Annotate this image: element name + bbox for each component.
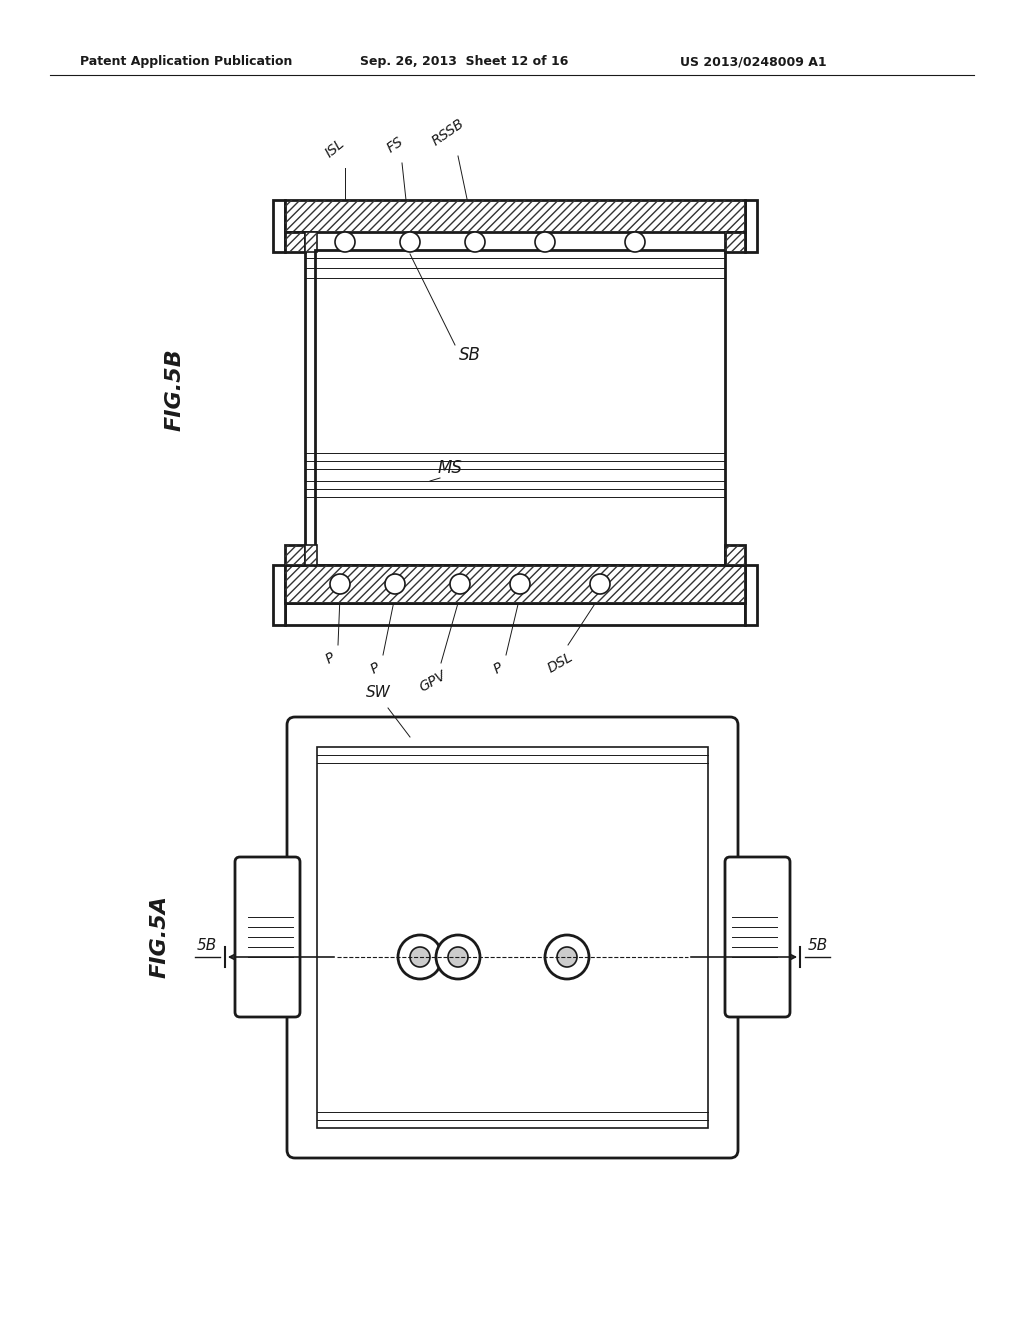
Bar <box>285 201 745 232</box>
Circle shape <box>535 232 555 252</box>
Bar <box>305 232 317 252</box>
Circle shape <box>436 935 480 979</box>
Bar <box>745 201 757 252</box>
Bar <box>725 545 745 565</box>
Circle shape <box>625 232 645 252</box>
Bar <box>305 249 725 565</box>
Bar <box>285 565 745 603</box>
Circle shape <box>557 946 577 968</box>
Text: RSSB: RSSB <box>429 116 467 148</box>
Bar <box>285 603 745 624</box>
Text: P: P <box>323 649 337 667</box>
Text: 5B: 5B <box>808 939 828 953</box>
Circle shape <box>335 232 355 252</box>
Circle shape <box>590 574 610 594</box>
Circle shape <box>510 574 530 594</box>
Bar <box>725 232 745 252</box>
Text: MS: MS <box>437 459 463 477</box>
Text: 5B: 5B <box>197 939 217 953</box>
Text: Sep. 26, 2013  Sheet 12 of 16: Sep. 26, 2013 Sheet 12 of 16 <box>360 55 568 69</box>
Bar <box>273 201 285 252</box>
Circle shape <box>449 946 468 968</box>
Text: ISL: ISL <box>323 136 347 160</box>
Text: SW: SW <box>366 685 390 700</box>
Bar <box>285 565 745 603</box>
Circle shape <box>545 935 589 979</box>
Bar <box>285 545 305 565</box>
Circle shape <box>465 232 485 252</box>
Circle shape <box>398 935 442 979</box>
Bar <box>725 545 745 565</box>
Text: P: P <box>490 660 505 676</box>
Text: SB: SB <box>459 346 481 364</box>
FancyBboxPatch shape <box>287 717 738 1158</box>
Circle shape <box>410 946 430 968</box>
Bar <box>745 565 757 624</box>
Text: US 2013/0248009 A1: US 2013/0248009 A1 <box>680 55 826 69</box>
Bar <box>725 232 745 252</box>
Text: FIG.5A: FIG.5A <box>150 895 170 978</box>
Bar <box>285 232 305 252</box>
Bar <box>285 201 745 232</box>
Bar <box>317 747 708 1129</box>
Text: FS: FS <box>384 133 406 154</box>
FancyBboxPatch shape <box>725 857 790 1016</box>
Text: Patent Application Publication: Patent Application Publication <box>80 55 293 69</box>
Circle shape <box>330 574 350 594</box>
Bar <box>305 545 317 565</box>
Bar <box>305 545 317 565</box>
Bar <box>285 232 305 252</box>
Circle shape <box>450 574 470 594</box>
Bar <box>305 232 317 252</box>
Text: DSL: DSL <box>545 649 575 676</box>
Bar <box>285 545 305 565</box>
Circle shape <box>385 574 406 594</box>
Circle shape <box>400 232 420 252</box>
Text: P: P <box>368 660 382 676</box>
Bar <box>273 565 285 624</box>
Text: FIG.5B: FIG.5B <box>165 348 185 432</box>
FancyBboxPatch shape <box>234 857 300 1016</box>
Text: GPV: GPV <box>417 668 449 694</box>
